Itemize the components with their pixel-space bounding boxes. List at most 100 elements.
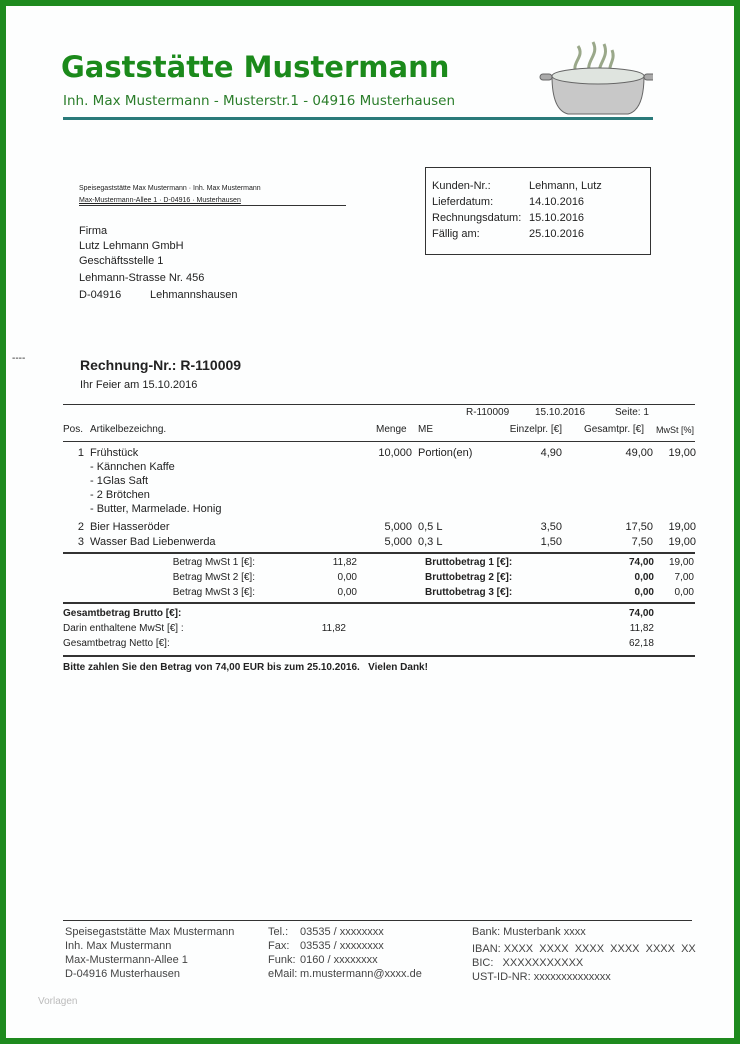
recipient-zip: D-04916 xyxy=(79,289,122,301)
brutto-value: 0,00 xyxy=(634,587,654,598)
company-subtitle: Inh. Max Mustermann - Musterstr.1 - 0491… xyxy=(63,93,456,109)
item-unit-price: 4,90 xyxy=(540,447,562,459)
table-top-rule xyxy=(63,404,695,405)
item-pos: 2 xyxy=(77,521,84,533)
col-vat: MwSt [%] xyxy=(655,425,694,435)
footer-company: Speisegaststätte Max Mustermann xyxy=(65,926,235,938)
footer-owner: Inh. Max Mustermann xyxy=(65,940,172,952)
vat-label: Darin enthaltene MwSt [€] : xyxy=(63,623,184,634)
net-label: Gesamtbetrag Netto [€]: xyxy=(63,638,170,649)
footer-bank: Bank: Musterbank xxxx xyxy=(472,926,586,938)
invoice-page xyxy=(6,6,734,1038)
tax-label: Betrag MwSt 3 [€]: xyxy=(172,587,255,598)
item-vat: 19,00 xyxy=(668,536,696,548)
item-unit-price: 3,50 xyxy=(540,521,562,533)
footer-bic: BIC: XXXXXXXXXXX xyxy=(472,957,584,969)
footer-iban: IBAN: XXXX XXXX XXXX XXXX XXXX XX xyxy=(472,943,696,955)
tax-value: 0,00 xyxy=(337,587,357,598)
header-rule xyxy=(63,117,653,120)
items-bottom-rule xyxy=(63,552,695,554)
brutto-value: 0,00 xyxy=(634,572,654,583)
footer-vat-id: UST-ID-NR: xxxxxxxxxxxxxx xyxy=(472,971,611,983)
item-total: 49,00 xyxy=(625,447,653,459)
col-total: Gesamtpr. [€] xyxy=(583,424,644,435)
info-value: 14.10.2016 xyxy=(529,196,585,208)
footer-tel-label: Tel.: xyxy=(268,926,289,938)
invoice-title: Rechnung-Nr.: R-110009 xyxy=(80,357,242,373)
footer-fax: 03535 / xxxxxxxx xyxy=(300,940,384,952)
info-value: Lehmann, Lutz xyxy=(529,180,602,192)
recipient-city: Lehmannshausen xyxy=(150,289,238,301)
footer-email-label: eMail: xyxy=(268,968,298,980)
info-value: 15.10.2016 xyxy=(529,212,585,224)
sender-line-1: Speisegaststätte Max Mustermann · Inh. M… xyxy=(79,185,261,192)
item-name: Bier Hasseröder xyxy=(90,521,170,533)
recipient-line: Lutz Lehmann GmbH xyxy=(79,240,184,252)
page-number: Seite: 1 xyxy=(615,407,649,418)
info-label: Lieferdatum: xyxy=(432,196,494,208)
item-vat: 19,00 xyxy=(668,521,696,533)
recipient-line: Firma xyxy=(79,225,108,237)
info-box xyxy=(425,167,651,255)
item-name: Frühstück xyxy=(90,447,139,459)
vat-value: 11,82 xyxy=(629,623,654,634)
footer-city: D-04916 Musterhausen xyxy=(65,968,180,980)
item-detail: - Butter, Marmelade. Honig xyxy=(90,503,222,515)
tax-value: 0,00 xyxy=(337,572,357,583)
item-qty: 5,000 xyxy=(384,536,412,548)
tax-bottom-rule xyxy=(63,602,695,604)
tax-label: Betrag MwSt 2 [€]: xyxy=(172,572,255,583)
footer-mobile-label: Funk: xyxy=(268,954,296,966)
item-total: 7,50 xyxy=(631,536,653,548)
info-label: Kunden-Nr.: xyxy=(432,180,491,192)
col-qty: Menge xyxy=(376,424,407,435)
header-rule xyxy=(63,441,695,442)
item-detail: - 2 Brötchen xyxy=(90,489,150,501)
info-label: Fällig am: xyxy=(432,228,480,240)
tax-rate: 0,00 xyxy=(674,587,694,598)
footer-fax-label: Fax: xyxy=(268,940,290,952)
tax-label: Betrag MwSt 1 [€]: xyxy=(172,557,255,568)
totals-bottom-rule xyxy=(63,655,695,657)
net-value: 62,18 xyxy=(628,638,654,649)
vat-mid-value: 11,82 xyxy=(321,623,346,634)
item-unit: Portion(en) xyxy=(418,447,473,459)
info-value: 25.10.2016 xyxy=(529,228,585,240)
recipient-line: Geschäftsstelle 1 xyxy=(79,255,164,267)
item-detail: - Kännchen Kaffe xyxy=(90,461,175,473)
tax-rate: 19,00 xyxy=(668,557,694,568)
gross-value: 74,00 xyxy=(628,608,654,619)
col-unit: ME xyxy=(418,424,433,435)
watermark: Vorlagen xyxy=(38,996,78,1007)
payment-note: Bitte zahlen Sie den Betrag von 74,00 EU… xyxy=(63,662,428,673)
col-pos: Pos. xyxy=(63,424,84,435)
sender-rule xyxy=(79,205,346,206)
footer-street: Max-Mustermann-Allee 1 xyxy=(65,954,188,966)
info-label: Rechnungsdatum: xyxy=(432,212,522,224)
item-pos: 3 xyxy=(77,536,84,548)
fold-mark: ---- xyxy=(12,353,26,364)
tax-rate: 7,00 xyxy=(674,572,694,583)
item-total: 17,50 xyxy=(625,521,653,533)
footer-mobile: 0160 / xxxxxxxx xyxy=(300,954,378,966)
item-unit: 0,5 L xyxy=(418,521,443,533)
brutto-label: Bruttobetrag 2 [€]: xyxy=(425,572,513,583)
ref-date: 15.10.2016 xyxy=(535,407,586,418)
brutto-label: Bruttobetrag 1 [€]: xyxy=(425,557,513,568)
recipient-line: Lehmann-Strasse Nr. 456 xyxy=(79,272,205,284)
item-detail: - 1Glas Saft xyxy=(90,475,149,487)
ref-number: R-110009 xyxy=(466,407,510,418)
company-title: Gaststätte Mustermann xyxy=(61,50,450,84)
item-pos: 1 xyxy=(77,447,84,459)
item-qty: 10,000 xyxy=(378,447,412,459)
sender-line-2: Max-Mustermann-Allee 1 · D-04916 · Muste… xyxy=(79,197,241,204)
footer-tel: 03535 / xxxxxxxx xyxy=(300,926,384,938)
col-article: Artikelbezeichng. xyxy=(90,424,167,435)
brutto-label: Bruttobetrag 3 [€]: xyxy=(425,587,513,598)
invoice-subtitle: Ihr Feier am 15.10.2016 xyxy=(80,379,198,391)
item-unit-price: 1,50 xyxy=(540,536,562,548)
footer-rule xyxy=(63,920,692,921)
item-name: Wasser Bad Liebenwerda xyxy=(90,536,216,548)
footer-email: m.mustermann@xxxx.de xyxy=(300,968,422,980)
cooking-pot-icon xyxy=(539,41,653,115)
